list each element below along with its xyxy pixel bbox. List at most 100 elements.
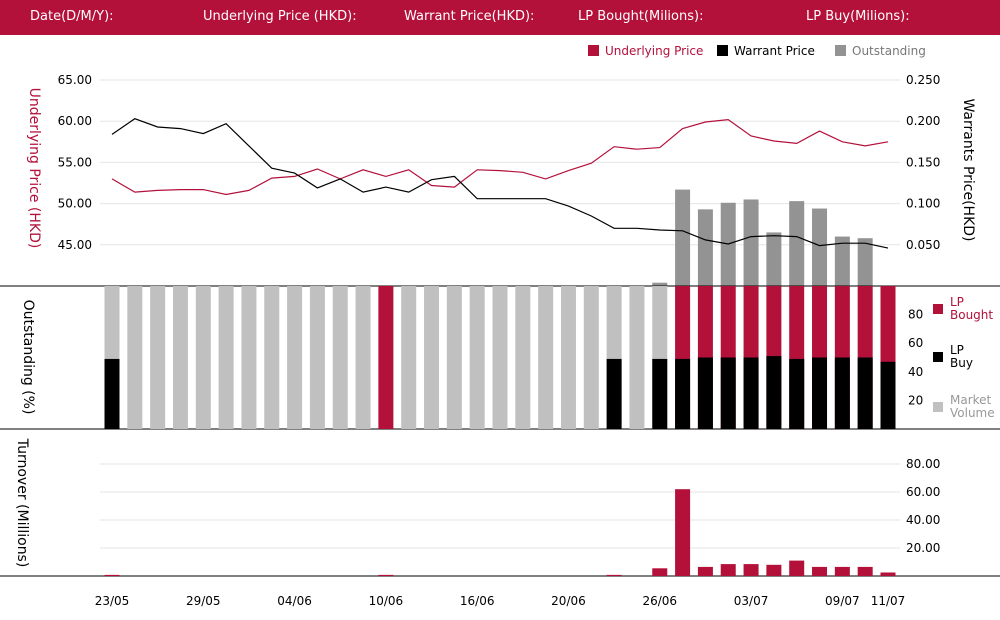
left-tick-label: 65.00	[58, 73, 92, 87]
lp-buy-bar	[104, 358, 120, 429]
market-volume-bar	[629, 286, 645, 429]
underlying-price-line	[111, 118, 889, 196]
outstanding-bar	[675, 189, 691, 286]
market-volume-bar	[241, 286, 257, 429]
outstanding-axis-title: Outstanding (%)	[20, 300, 36, 415]
market-volume-bar	[560, 286, 576, 429]
lp-buy-bar	[743, 357, 759, 429]
left-axis-title: Underlying Price (HKD)	[26, 88, 42, 249]
turnover-bar	[766, 564, 782, 576]
lp-buy-bar	[652, 358, 668, 429]
warrant-price-line	[111, 118, 889, 249]
x-tick-label: 16/06	[460, 594, 495, 608]
turnover-bar	[378, 574, 394, 576]
header-lp-bought-label: LP Bought(Milions):	[578, 9, 704, 24]
market-volume-bar	[492, 286, 508, 429]
right-tick-label: 0.100	[906, 197, 940, 211]
outstanding-bar	[812, 208, 828, 286]
header-lp-buy-label: LP Buy(Milions):	[806, 9, 910, 24]
outstanding-bar	[697, 209, 713, 286]
market-volume-bar	[309, 286, 325, 429]
lp-buy-bar	[789, 358, 805, 429]
lp-buy-bar	[834, 357, 850, 429]
left-tick-label: 60.00	[58, 114, 92, 128]
turnover-axis-title: Turnover (Millions)	[14, 438, 30, 568]
x-tick-label: 03/07	[734, 594, 769, 608]
x-tick-label: 20/06	[551, 594, 586, 608]
mid-legend-swatch	[933, 402, 943, 412]
x-tick-label: 10/06	[369, 594, 404, 608]
left-tick-label: 55.00	[58, 155, 92, 169]
legend-swatch	[835, 45, 846, 56]
turnover-bar	[880, 572, 896, 576]
turnover-bar	[104, 574, 120, 576]
outstanding-tick-label: 60	[908, 336, 923, 350]
market-volume-bar	[583, 286, 599, 429]
market-volume-bar	[172, 286, 188, 429]
x-tick-label: 09/07	[825, 594, 860, 608]
outstanding-tick-label: 80	[908, 308, 923, 322]
left-tick-label: 50.00	[58, 197, 92, 211]
header-underlying-price-label: Underlying Price (HKD):	[203, 9, 357, 24]
lp-buy-bar	[697, 357, 713, 429]
right-tick-label: 0.250	[906, 73, 940, 87]
outstanding-tick-label: 40	[908, 365, 923, 379]
market-volume-bar	[401, 286, 417, 429]
turnover-bar	[675, 489, 691, 576]
legend-label: Outstanding	[852, 44, 926, 58]
market-volume-bar	[332, 286, 348, 429]
left-tick-label: 45.00	[58, 238, 92, 252]
legend-swatch	[588, 45, 599, 56]
right-axis-title: Warrants Price(HKD)	[960, 98, 976, 241]
outstanding-bar	[789, 201, 805, 286]
x-tick-label: 23/05	[95, 594, 130, 608]
lp-buy-bar	[720, 357, 736, 429]
market-volume-bar	[218, 286, 234, 429]
market-volume-bar	[355, 286, 371, 429]
lp-buy-bar	[675, 358, 691, 429]
legend-label: Warrant Price	[734, 44, 815, 58]
mid-legend-label: LP Bought	[950, 295, 993, 322]
turnover-bar	[857, 566, 873, 576]
header-warrant-price-label: Warrant Price(HKD):	[404, 9, 535, 24]
market-volume-bar	[127, 286, 143, 429]
turnover-bar	[834, 566, 850, 576]
outstanding-bar	[857, 238, 873, 286]
lp-buy-bar	[857, 357, 873, 429]
header-date-label: Date(D/M/Y):	[30, 9, 114, 24]
outstanding-bar	[743, 199, 759, 286]
turnover-bar	[789, 560, 805, 576]
turnover-bar	[697, 566, 713, 576]
market-volume-bar	[287, 286, 303, 429]
right-tick-label: 0.200	[906, 114, 940, 128]
turnover-bar	[743, 564, 759, 576]
lp-buy-bar	[812, 357, 828, 429]
market-volume-bar	[538, 286, 554, 429]
right-tick-label: 0.050	[906, 238, 940, 252]
market-volume-bar	[469, 286, 485, 429]
lp-bought-bar	[378, 286, 394, 429]
market-volume-bar	[150, 286, 166, 429]
lp-buy-bar	[766, 356, 782, 429]
x-tick-label: 04/06	[277, 594, 312, 608]
mid-legend-swatch	[933, 352, 943, 362]
outstanding-bar	[766, 232, 782, 286]
turnover-bar	[812, 566, 828, 576]
legend-label: Underlying Price	[605, 44, 703, 58]
turnover-tick-label: 20.00	[906, 541, 940, 555]
market-volume-bar	[446, 286, 462, 429]
market-volume-bar	[515, 286, 531, 429]
turnover-bar	[652, 568, 668, 576]
market-volume-bar	[424, 286, 440, 429]
mid-legend-label: LP Buy	[950, 343, 973, 370]
turnover-tick-label: 80.00	[906, 457, 940, 471]
header-bar: Date(D/M/Y): Underlying Price (HKD): War…	[0, 0, 1000, 35]
x-tick-label: 26/06	[642, 594, 677, 608]
lp-buy-bar	[880, 361, 896, 429]
outstanding-tick-label: 20	[908, 393, 923, 407]
x-tick-label: 29/05	[186, 594, 221, 608]
market-volume-bar	[264, 286, 280, 429]
turnover-tick-label: 40.00	[906, 513, 940, 527]
right-tick-label: 0.150	[906, 155, 940, 169]
